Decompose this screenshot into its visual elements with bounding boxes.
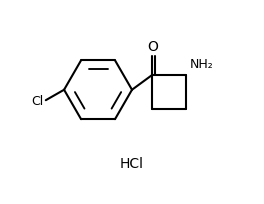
Text: Cl: Cl: [31, 94, 44, 107]
Text: NH₂: NH₂: [190, 57, 213, 70]
Text: HCl: HCl: [120, 156, 144, 170]
Text: O: O: [148, 39, 159, 53]
